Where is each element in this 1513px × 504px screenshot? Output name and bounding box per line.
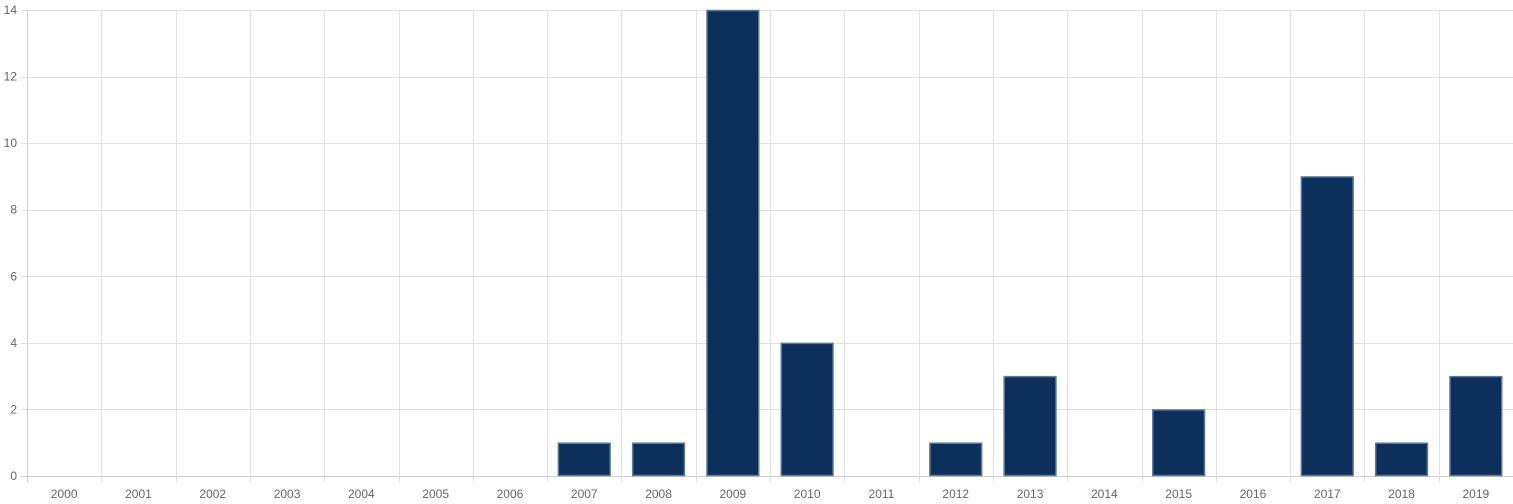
x-tick-label: 2006: [497, 487, 524, 501]
bar-2009: [706, 9, 760, 477]
x-tick-label: 2004: [348, 487, 375, 501]
x-tick-label: 2013: [1017, 487, 1044, 501]
y-tick-label: 2: [10, 402, 17, 416]
y-tick-label: 12: [4, 70, 18, 84]
y-axis-ticks: 0 2 4 6 8 10 12 14: [4, 3, 18, 483]
bar-2018: [1374, 442, 1429, 477]
y-tick-label: 10: [4, 136, 18, 150]
x-tick-label: 2003: [274, 487, 301, 501]
x-tick-label: 2008: [645, 487, 672, 501]
x-tick-label: 2016: [1240, 487, 1267, 501]
x-tick-label: 2019: [1462, 487, 1489, 501]
y-gridlines: [21, 10, 1513, 477]
y-tick-label: 6: [10, 269, 17, 283]
x-tick-label: 2002: [199, 487, 226, 501]
x-tick-label: 2007: [571, 487, 598, 501]
x-gridlines: [27, 10, 1440, 482]
y-tick-label: 14: [4, 3, 18, 17]
bar-2007: [557, 442, 611, 477]
x-tick-label: 2011: [869, 487, 895, 501]
bar-2015: [1152, 409, 1206, 477]
bars: [557, 9, 1503, 477]
x-tick-label: 2010: [794, 487, 821, 501]
x-tick-label: 2001: [125, 487, 152, 501]
bar-2008: [631, 442, 686, 477]
x-tick-label: 2012: [942, 487, 969, 501]
bar-2013: [1003, 375, 1057, 477]
bar-2010: [780, 342, 834, 477]
bar-2017: [1300, 176, 1354, 477]
x-tick-label: 2005: [422, 487, 449, 501]
x-tick-label: 2014: [1091, 487, 1118, 501]
x-tick-label: 2017: [1314, 487, 1341, 501]
y-tick-label: 0: [10, 469, 17, 483]
bar-2019: [1449, 375, 1503, 477]
y-tick-label: 4: [10, 336, 17, 350]
x-tick-label: 2000: [51, 487, 78, 501]
y-tick-label: 8: [10, 203, 17, 217]
x-axis-ticks: 2000 2001 2002 2003 2004 2005 2006 2007 2008 2009…: [51, 487, 1490, 501]
x-tick-label: 2015: [1165, 487, 1192, 501]
bar-2012: [929, 442, 983, 477]
x-tick-label: 2018: [1388, 487, 1415, 501]
x-tick-label: 2009: [719, 487, 746, 501]
